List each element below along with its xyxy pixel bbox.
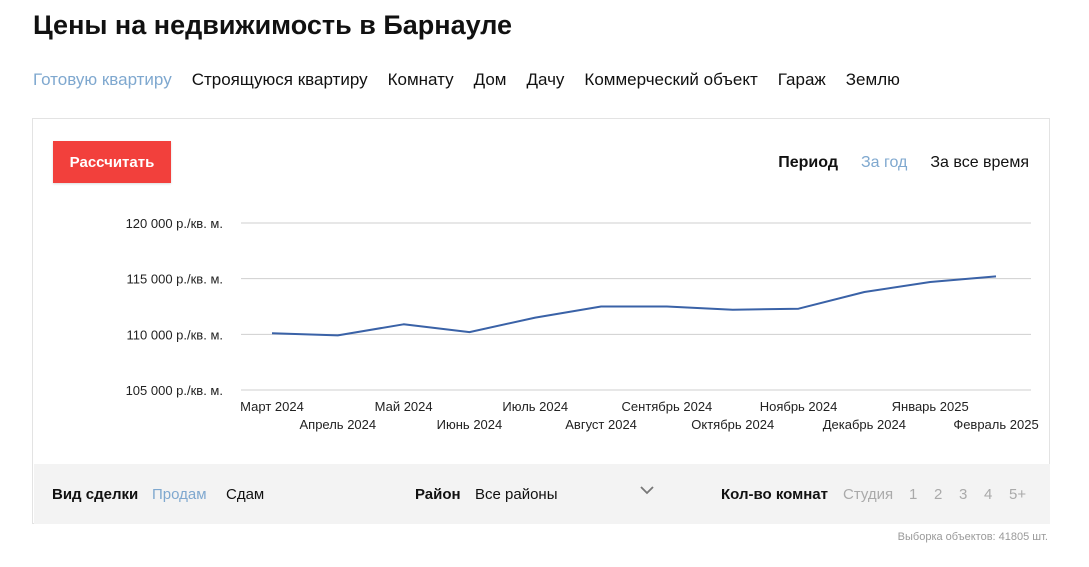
data-point[interactable] — [595, 301, 607, 313]
tab-land[interactable]: Землю — [845, 70, 900, 89]
data-point[interactable] — [332, 329, 344, 341]
rooms-4-option[interactable]: 4 — [984, 486, 993, 503]
data-point[interactable] — [463, 326, 475, 338]
x-tick-label: Декабрь 2024 — [823, 417, 906, 432]
x-tick-label: Январь 2025 — [892, 399, 969, 414]
rooms-studio-option[interactable]: Студия — [843, 486, 894, 503]
deal-type-rent-option[interactable]: Сдам — [226, 486, 265, 503]
tab-garage[interactable]: Гараж — [777, 70, 826, 89]
data-point[interactable] — [793, 303, 805, 315]
data-point[interactable] — [661, 301, 673, 313]
tab-dacha[interactable]: Дачу — [526, 70, 565, 89]
data-point[interactable] — [398, 318, 410, 330]
period-label: Период — [778, 154, 838, 171]
x-tick-label: Октябрь 2024 — [691, 417, 774, 432]
filters-bar: Вид сделки Продам Сдам Район Все районы … — [34, 464, 1050, 524]
x-tick-label: Июнь 2024 — [437, 417, 503, 432]
tab-new-building[interactable]: Строящуюся квартиру — [191, 70, 368, 89]
y-tick-label: 115 000 р./кв. м. — [127, 272, 223, 287]
period-selector: Период За год За все время — [778, 154, 1029, 172]
data-point[interactable] — [727, 304, 739, 316]
deal-type-label: Вид сделки — [52, 486, 139, 503]
rooms-5plus-option[interactable]: 5+ — [1009, 486, 1027, 503]
x-tick-label: Сентябрь 2024 — [622, 399, 713, 414]
y-tick-label: 105 000 р./кв. м. — [126, 383, 223, 398]
rooms-1-option[interactable]: 1 — [909, 486, 918, 503]
tab-room[interactable]: Комнату — [387, 70, 454, 89]
period-all-time-option[interactable]: За все время — [930, 154, 1029, 171]
price-series-line — [271, 275, 997, 337]
period-year-option[interactable]: За год — [860, 154, 908, 171]
rooms-3-option[interactable]: 3 — [959, 486, 968, 503]
page-title: Цены на недвижимость в Барнауле — [33, 10, 513, 40]
district-label: Район — [415, 486, 461, 503]
x-tick-label: Март 2024 — [240, 399, 304, 414]
data-point[interactable] — [990, 270, 1002, 282]
rooms-2-option[interactable]: 2 — [934, 486, 943, 503]
deal-type-sell-option[interactable]: Продам — [152, 486, 207, 503]
data-point[interactable] — [924, 276, 936, 288]
y-tick-label: 110 000 р./кв. м. — [127, 327, 223, 342]
price-line-chart: 120 000 р./кв. м. 115 000 р./кв. м. 110 00… — [126, 216, 1039, 432]
chevron-down-icon[interactable] — [639, 482, 655, 498]
tab-commercial[interactable]: Коммерческий объект — [584, 70, 758, 89]
x-tick-label: Ноябрь 2024 — [760, 399, 838, 414]
property-type-tabs: Готовую квартиру Строящуюся квартиру Ком… — [33, 70, 900, 90]
data-point[interactable] — [266, 327, 278, 339]
x-tick-label: Май 2024 — [375, 399, 433, 414]
calculate-button[interactable]: Рассчитать — [53, 141, 171, 183]
data-point[interactable] — [858, 286, 870, 298]
rooms-label: Кол-во комнат — [721, 486, 828, 503]
x-tick-label: Июль 2024 — [502, 399, 568, 414]
x-tick-label: Август 2024 — [565, 417, 637, 432]
x-tick-label: Апрель 2024 — [299, 417, 376, 432]
tab-house[interactable]: Дом — [473, 70, 507, 89]
x-tick-label: Февраль 2025 — [953, 417, 1038, 432]
tab-ready-apartment[interactable]: Готовую квартиру — [33, 70, 172, 89]
y-tick-label: 120 000 р./кв. м. — [126, 216, 223, 231]
data-point[interactable] — [529, 312, 541, 324]
sample-size-note: Выборка объектов: 41805 шт. — [897, 531, 1048, 543]
district-select[interactable]: Все районы — [475, 486, 558, 503]
price-chart-card: Рассчитать Период За год За все время 12… — [32, 118, 1050, 524]
